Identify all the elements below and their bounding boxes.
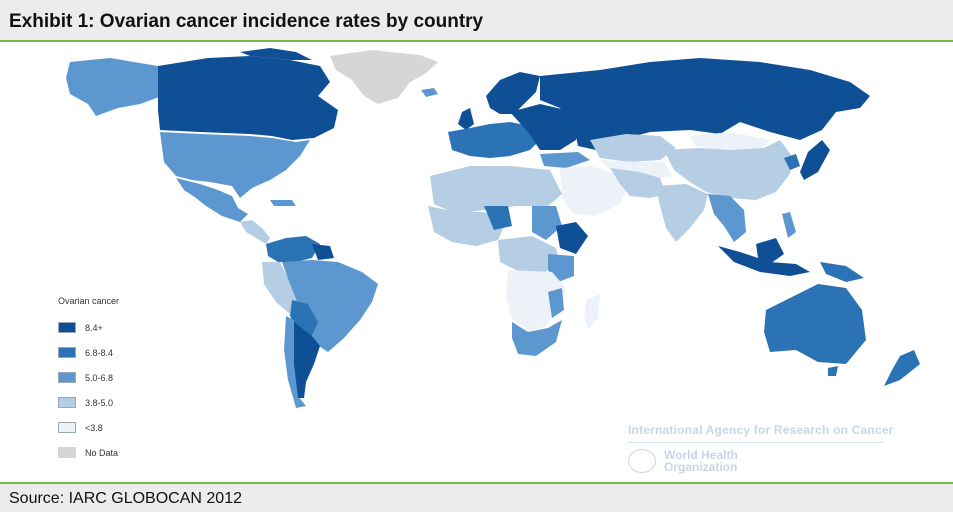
- legend-item-3-8-5-0: 3.8-5.0: [58, 390, 178, 415]
- region-iran-pakistan: [610, 168, 666, 198]
- legend-label: 5.0-6.8: [85, 372, 114, 383]
- region-south-africa: [512, 320, 562, 356]
- exhibit-title: Exhibit 1: Ovarian cancer incidence rate…: [9, 11, 484, 32]
- region-brazil: [282, 260, 378, 352]
- region-greenland: [330, 50, 438, 104]
- region-argentina: [294, 322, 320, 398]
- legend-label: 3.8-5.0: [85, 397, 114, 408]
- region-canada-islands: [240, 48, 312, 60]
- legend-title: Ovarian cancer: [58, 296, 120, 306]
- exhibit-header: Exhibit 1: Ovarian cancer incidence rate…: [0, 0, 953, 42]
- legend-swatch: [58, 422, 76, 433]
- region-north-africa: [430, 166, 562, 214]
- region-china: [664, 140, 792, 200]
- region-russia: [540, 58, 870, 150]
- region-mexico: [176, 178, 248, 222]
- legend-swatch: [58, 347, 76, 358]
- region-japan: [800, 140, 830, 180]
- region-new-guinea: [820, 262, 864, 282]
- region-new-zealand: [884, 350, 920, 386]
- region-sudan: [532, 206, 562, 240]
- region-middle-east: [560, 166, 628, 216]
- region-borneo: [756, 238, 784, 264]
- region-central-america: [240, 220, 270, 244]
- legend-swatch: [58, 372, 76, 383]
- region-chile: [284, 316, 306, 408]
- region-mozambique: [548, 288, 564, 318]
- legend-label: 8.4+: [85, 322, 103, 333]
- legend-swatch: [58, 322, 76, 333]
- legend-label: No Data: [85, 447, 119, 458]
- who-logo-row: World Health Organization: [628, 449, 898, 473]
- region-uk: [458, 108, 474, 130]
- region-india: [656, 184, 708, 242]
- region-colombia-venezuela: [266, 236, 320, 262]
- region-tasmania: [828, 366, 838, 376]
- watermark-divider: [628, 442, 884, 443]
- region-kazakhstan: [590, 134, 676, 162]
- region-madagascar: [584, 294, 600, 330]
- source-note: Source: IARC GLOBOCAN 2012: [9, 490, 242, 507]
- region-mongolia: [690, 132, 770, 150]
- legend-item-below-3-8: <3.8: [58, 415, 178, 440]
- who-emblem-icon: [628, 449, 656, 473]
- who-name: World Health Organization: [664, 449, 738, 473]
- region-korea: [784, 154, 800, 170]
- legend-swatch: [58, 447, 76, 458]
- exhibit-footer: Source: IARC GLOBOCAN 2012: [0, 482, 953, 512]
- region-usa: [160, 132, 310, 198]
- region-west-africa: [428, 206, 506, 246]
- region-peru-ecuador: [262, 262, 298, 314]
- region-canada: [158, 56, 338, 140]
- legend-item-no-data: No Data: [58, 440, 178, 465]
- region-philippines: [782, 212, 796, 238]
- region-southern-africa: [506, 270, 566, 332]
- world-map: [0, 42, 953, 482]
- legend-item-5-0-6-8: 5.0-6.8: [58, 365, 178, 390]
- region-iceland: [421, 88, 438, 97]
- region-guianas: [312, 244, 334, 260]
- map-legend: Ovarian cancer 8.4+ 6.8-8.4 5.0-6.8 3.8-…: [58, 296, 178, 465]
- legend-item-8-4-plus: 8.4+: [58, 315, 178, 340]
- region-australia: [764, 284, 866, 364]
- legend-label: <3.8: [85, 422, 103, 433]
- region-nigeria: [484, 206, 512, 230]
- legend-item-6-8-8-4: 6.8-8.4: [58, 340, 178, 365]
- region-central-africa: [498, 236, 560, 272]
- world-map-svg: [66, 48, 920, 408]
- who-name-line2: Organization: [664, 460, 738, 474]
- region-scandinavia: [486, 72, 540, 114]
- region-western-europe: [448, 122, 540, 158]
- who-name-line1: World Health: [664, 448, 738, 462]
- region-eastern-europe: [510, 104, 580, 150]
- iarc-agency-name: International Agency for Research on Can…: [628, 423, 894, 437]
- region-southeast-asia: [708, 194, 746, 242]
- region-alaska: [66, 58, 162, 116]
- legend-label: 6.8-8.4: [85, 347, 114, 358]
- legend-swatch: [58, 397, 76, 408]
- iarc-watermark: International Agency for Research on Can…: [628, 423, 898, 473]
- region-caribbean: [270, 200, 296, 206]
- region-ethiopia: [556, 222, 588, 254]
- region-turkey: [540, 152, 590, 168]
